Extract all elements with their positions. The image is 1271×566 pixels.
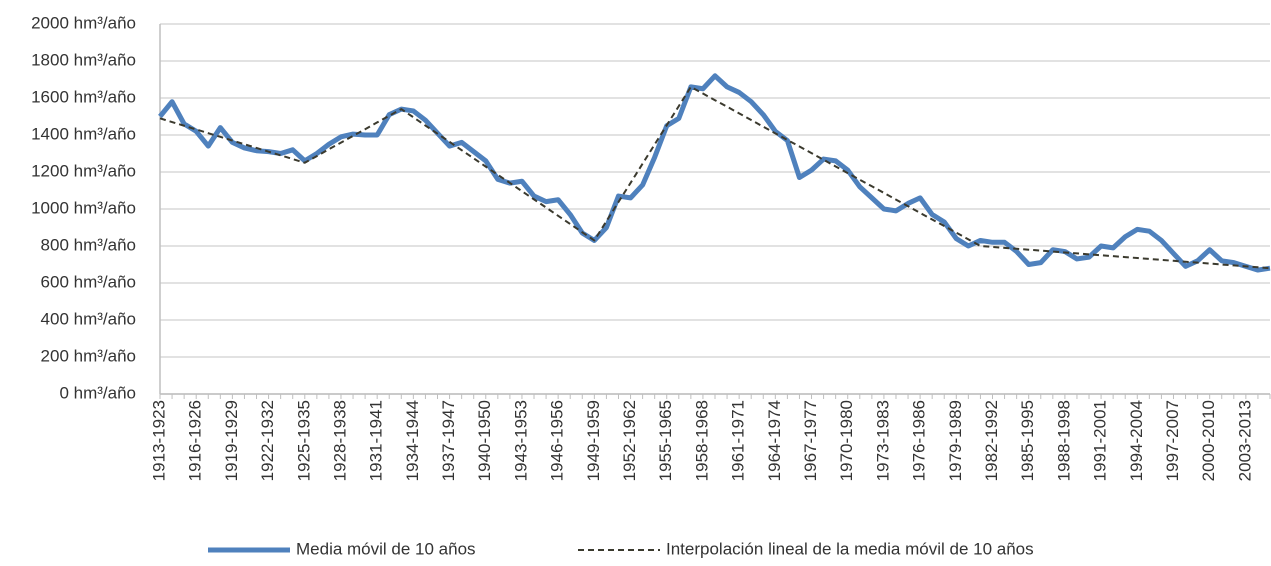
- x-tick-label: 1913-1923: [149, 400, 168, 481]
- x-tick-label: 1961-1971: [729, 400, 748, 481]
- y-tick-label: 1800 hm³/año: [31, 50, 136, 69]
- x-tick-label: 2003-2013: [1235, 400, 1254, 481]
- x-tick-label: 1979-1989: [946, 400, 965, 481]
- x-tick-label: 1916-1926: [186, 400, 205, 481]
- x-tick-label: 1970-1980: [837, 400, 856, 481]
- x-tick-label: 1931-1941: [367, 400, 386, 481]
- x-tick-label: 1934-1944: [403, 400, 422, 481]
- x-tick-label: 1937-1947: [439, 400, 458, 481]
- x-tick-label: 1928-1938: [330, 400, 349, 481]
- y-tick-label: 1200 hm³/año: [31, 161, 136, 180]
- x-tick-label: 1967-1977: [801, 400, 820, 481]
- x-tick-label: 1985-1995: [1018, 400, 1037, 481]
- x-tick-label: 1940-1950: [475, 400, 494, 481]
- x-tick-label: 1973-1983: [873, 400, 892, 481]
- x-tick-label: 1955-1965: [656, 400, 675, 481]
- x-tick-label: 1976-1986: [910, 400, 929, 481]
- x-tick-label: 1949-1959: [584, 400, 603, 481]
- y-tick-label: 400 hm³/año: [41, 309, 136, 328]
- x-tick-label: 1997-2007: [1163, 400, 1182, 481]
- y-tick-label: 1600 hm³/año: [31, 87, 136, 106]
- x-tick-label: 1943-1953: [511, 400, 530, 481]
- x-tick-label: 1946-1956: [548, 400, 567, 481]
- x-tick-label: 1991-2001: [1091, 400, 1110, 481]
- series-line: [158, 73, 1271, 273]
- x-tick-label: 1982-1992: [982, 400, 1001, 481]
- legend-label: Media móvil de 10 años: [296, 539, 476, 558]
- legend-label: Interpolación lineal de la media móvil d…: [666, 539, 1034, 558]
- x-tick-label: 2000-2010: [1199, 400, 1218, 481]
- x-tick-label: 1952-1962: [620, 400, 639, 481]
- y-tick-label: 1000 hm³/año: [31, 198, 136, 217]
- x-tick-label: 1925-1935: [294, 400, 313, 481]
- x-tick-label: 1958-1968: [692, 400, 711, 481]
- y-tick-label: 1400 hm³/año: [31, 124, 136, 143]
- y-tick-label: 0 hm³/año: [59, 383, 136, 402]
- y-tick-label: 2000 hm³/año: [31, 13, 136, 32]
- x-tick-label: 1994-2004: [1127, 400, 1146, 481]
- y-tick-label: 600 hm³/año: [41, 272, 136, 291]
- series-line: [159, 85, 1271, 270]
- x-tick-label: 1919-1929: [222, 400, 241, 481]
- y-tick-label: 200 hm³/año: [41, 346, 136, 365]
- x-tick-label: 1922-1932: [258, 400, 277, 481]
- y-tick-label: 800 hm³/año: [41, 235, 136, 254]
- x-tick-label: 1964-1974: [765, 400, 784, 481]
- x-tick-label: 1988-1998: [1054, 400, 1073, 481]
